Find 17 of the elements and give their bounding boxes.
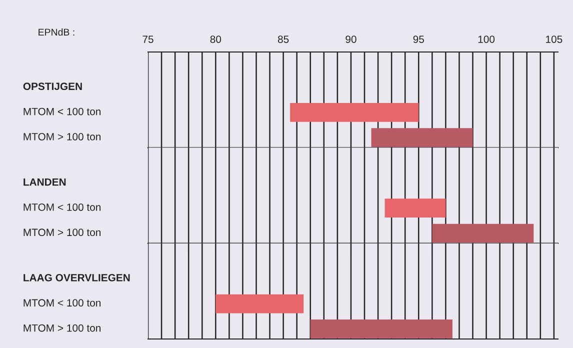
y-tick-label: MTOM < 100 ton [24, 299, 101, 307]
x-tick-label: 85 [278, 36, 289, 43]
y-tick-label: MTOM > 100 ton [24, 133, 101, 140]
x-tick-label: 90 [346, 36, 356, 43]
y-tick-label: LAAG OVERVLIEGEN [24, 274, 130, 282]
x-axis-title: EPNdB : [38, 28, 74, 36]
x-tick-label: 80 [210, 36, 222, 43]
y-tick-label: LANDEN [24, 178, 66, 186]
y-tick-label: MTOM < 100 ton [24, 108, 101, 116]
x-tick-label: 75 [142, 36, 154, 43]
x-tick-label: 95 [413, 36, 424, 43]
y-tick-label: MTOM < 100 ton [24, 204, 101, 211]
x-tick-label: 105 [546, 36, 562, 43]
x-tick-label: 100 [478, 36, 495, 43]
y-tick-label: OPSTIJGEN [23, 82, 82, 90]
y-tick-label: MTOM > 100 ton [24, 228, 101, 236]
y-tick-label: MTOM > 100 ton [24, 324, 101, 332]
